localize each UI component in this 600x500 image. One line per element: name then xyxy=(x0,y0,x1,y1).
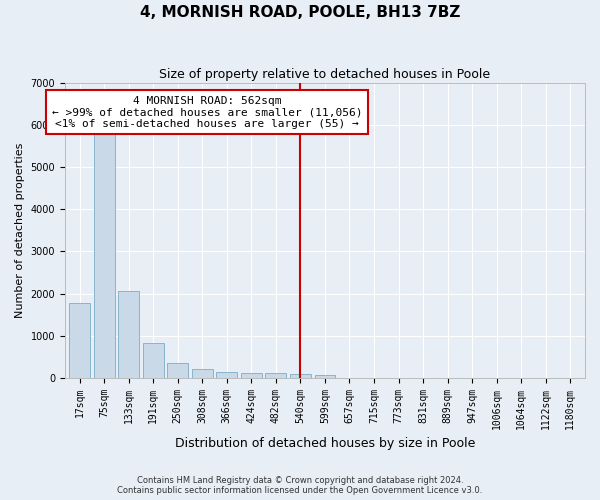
Bar xyxy=(192,369,213,378)
Text: Contains HM Land Registry data © Crown copyright and database right 2024.
Contai: Contains HM Land Registry data © Crown c… xyxy=(118,476,482,495)
Bar xyxy=(290,374,311,378)
Bar xyxy=(167,362,188,378)
Bar xyxy=(314,376,335,378)
Bar xyxy=(94,134,115,378)
Text: 4 MORNISH ROAD: 562sqm
← >99% of detached houses are smaller (11,056)
<1% of sem: 4 MORNISH ROAD: 562sqm ← >99% of detache… xyxy=(52,96,362,129)
Bar xyxy=(118,291,139,378)
Bar xyxy=(143,344,164,378)
Text: 4, MORNISH ROAD, POOLE, BH13 7BZ: 4, MORNISH ROAD, POOLE, BH13 7BZ xyxy=(140,5,460,20)
X-axis label: Distribution of detached houses by size in Poole: Distribution of detached houses by size … xyxy=(175,437,475,450)
Bar xyxy=(69,303,90,378)
Bar xyxy=(241,373,262,378)
Bar xyxy=(265,373,286,378)
Title: Size of property relative to detached houses in Poole: Size of property relative to detached ho… xyxy=(160,68,491,80)
Bar xyxy=(217,372,237,378)
Y-axis label: Number of detached properties: Number of detached properties xyxy=(15,143,25,318)
